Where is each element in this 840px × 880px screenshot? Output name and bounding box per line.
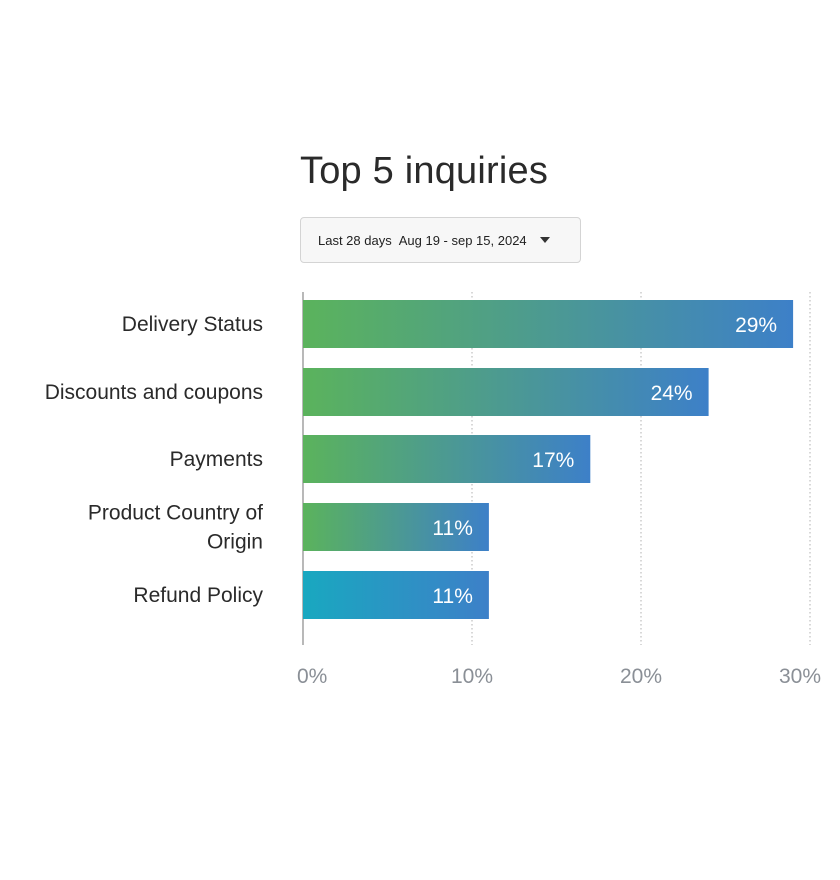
category-label-4-line-1: Product Country of (88, 502, 263, 525)
x-tick-label-0: 0% (297, 665, 327, 688)
bar-value-label-3: 17% (532, 449, 574, 472)
date-range-label: Aug 19 - sep 15, 2024 (398, 232, 527, 248)
chart-title: Top 5 inquiries (300, 150, 549, 192)
date-period-label: Last 28 days (318, 232, 392, 248)
bar-1[interactable] (303, 300, 794, 348)
date-range-dropdown[interactable]: Last 28 days Aug 19 - sep 15, 2024 (300, 217, 581, 263)
category-label-2: Discounts and coupons (45, 381, 263, 404)
caret-down-icon (539, 237, 550, 243)
bar-value-label-1: 29% (735, 314, 777, 337)
bar-5[interactable] (303, 571, 489, 619)
bar-2[interactable] (303, 368, 709, 416)
x-tick-label-30: 30% (779, 665, 821, 688)
x-tick-label-20: 20% (620, 665, 662, 688)
category-label-4-line-2: Origin (207, 531, 263, 554)
x-tick-label-10: 10% (451, 665, 493, 688)
bar-4[interactable] (303, 503, 489, 551)
bar-value-label-2: 24% (651, 382, 693, 405)
category-label-5: Refund Policy (133, 584, 263, 607)
category-label-1: Delivery Status (122, 313, 263, 336)
bar-3[interactable] (303, 435, 591, 483)
category-label-3: Payments (170, 448, 263, 471)
bar-value-label-5: 11% (432, 585, 472, 608)
bar-value-label-4: 11% (432, 517, 472, 540)
